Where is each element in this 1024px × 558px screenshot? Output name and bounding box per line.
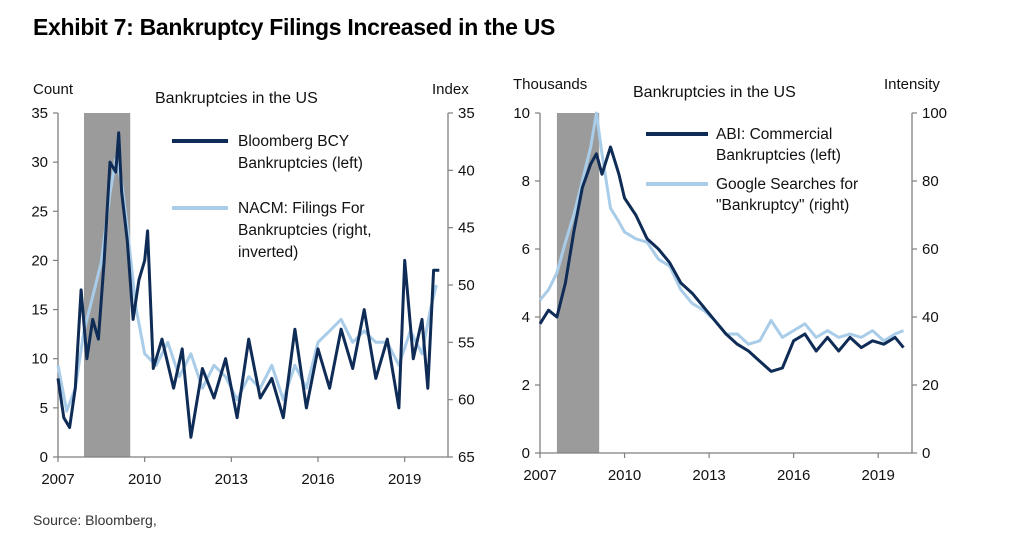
chart-left-left-tick-label: 15 — [31, 302, 48, 319]
chart-left-left-tick-label: 0 — [40, 449, 48, 466]
chart-left-recession-shade — [84, 113, 131, 457]
chart-right-left-tick-label: 6 — [522, 241, 530, 258]
chart-right-title: Bankruptcies in the US — [633, 84, 796, 101]
chart-right-x-tick-label: 2013 — [692, 467, 725, 484]
exhibit-title: Exhibit 7: Bankruptcy Filings Increased … — [33, 14, 556, 40]
chart-right-left-tick-label: 10 — [513, 105, 530, 122]
chart-left-left-tick-label: 25 — [31, 203, 48, 220]
chart-left-x-tick-label: 2013 — [215, 471, 248, 488]
chart-right-right-tick-label: 80 — [922, 173, 939, 190]
chart-right-left-tick-label: 0 — [522, 445, 530, 462]
chart-left-right-axis-title: Index — [432, 81, 469, 98]
chart-right-right-tick-label: 100 — [922, 105, 947, 122]
chart-right-x-tick-label: 2007 — [523, 467, 556, 484]
chart-left-x-tick-label: 2007 — [41, 471, 74, 488]
chart-left-legend-label-1: NACM: Filings For Bankruptcies (right, inv… — [238, 200, 372, 261]
chart-right-legend-label-0: ABI: Commercial Bankruptcies (left) — [716, 126, 841, 164]
chart-right-series-light-line — [538, 111, 905, 346]
chart-right-right-tick-label: 20 — [922, 377, 939, 394]
chart-right-right-tick-label: 40 — [922, 309, 939, 326]
chart-left-right-tick-label: 35 — [458, 105, 475, 122]
chart-left-right-tick-label: 60 — [458, 392, 475, 409]
chart-left-x-tick-label: 2016 — [301, 471, 334, 488]
chart-left-title: Bankruptcies in the US — [155, 90, 318, 107]
chart-right-right-tick-label: 60 — [922, 241, 939, 258]
chart-right-left-tick-label: 8 — [522, 173, 530, 190]
chart-left-left-tick-label: 30 — [31, 154, 48, 171]
chart-left-right-tick-label: 40 — [458, 162, 475, 179]
chart-left-left-tick-label: 5 — [40, 400, 48, 417]
chart-left-series-dark-line — [56, 131, 440, 439]
chart-left-right-tick-label: 50 — [458, 277, 475, 294]
chart-right-x-tick-label: 2016 — [777, 467, 810, 484]
chart-left-legend-label-0: Bloomberg BCY Bankruptcies (left) — [238, 133, 363, 172]
chart-right-x-tick-label: 2019 — [861, 467, 894, 484]
chart-left-right-tick-label: 45 — [458, 220, 475, 237]
chart-left-left-tick-label: 20 — [31, 252, 48, 269]
chart-right-recession-shade — [556, 113, 600, 453]
chart-left-right-tick-label: 55 — [458, 334, 475, 351]
chart-left-left-tick-label: 35 — [31, 105, 48, 122]
chart-left-x-tick-label: 2019 — [388, 471, 421, 488]
chart-right-right-tick-label: 0 — [922, 445, 930, 462]
chart-right-left-tick-label: 2 — [522, 377, 530, 394]
chart-right-left-tick-label: 4 — [522, 309, 530, 326]
chart-right-legend-label-1: Google Searches for "Bankruptcy" (right) — [716, 176, 858, 214]
chart-right-x-tick-label: 2010 — [608, 467, 641, 484]
chart-left-right-tick-label: 65 — [458, 449, 475, 466]
chart-right-right-axis-title: Intensity — [884, 76, 940, 93]
source-note: Source: Bloomberg, — [33, 512, 157, 528]
chart-left-left-axis-title: Count — [33, 81, 74, 98]
chart-left-x-tick-label: 2010 — [128, 471, 161, 488]
chart-left-left-tick-label: 10 — [31, 351, 48, 368]
chart-right-series-dark-line — [538, 145, 905, 373]
chart-right-left-axis-title: Thousands — [513, 76, 587, 93]
